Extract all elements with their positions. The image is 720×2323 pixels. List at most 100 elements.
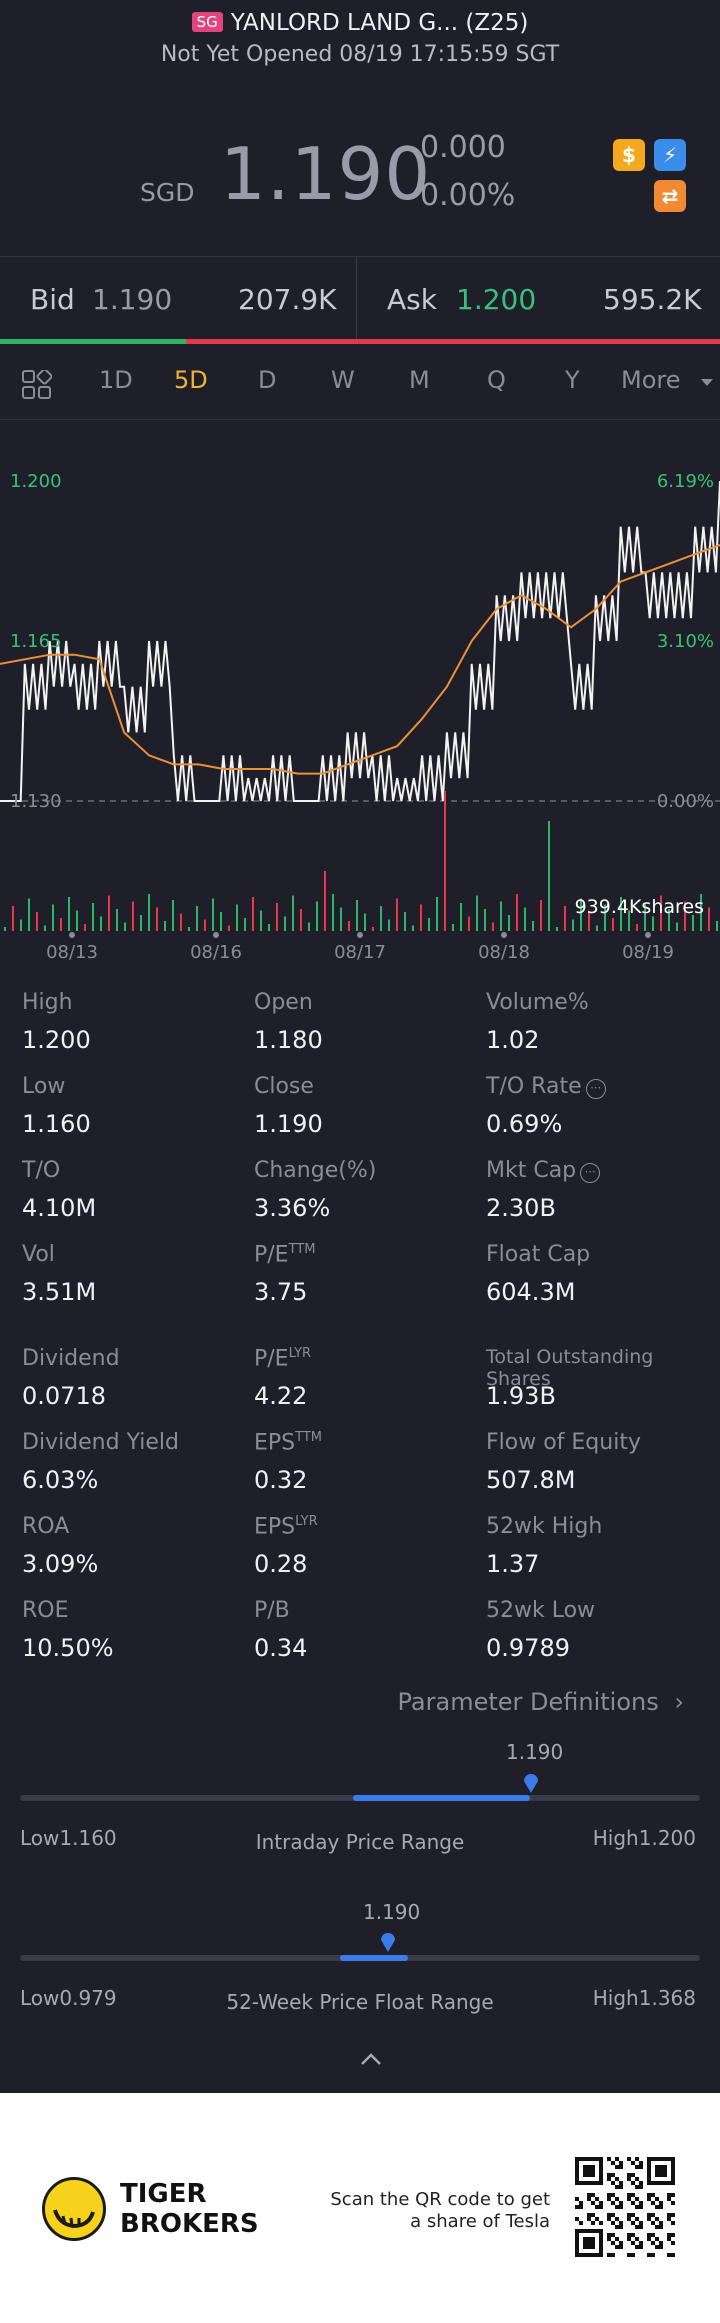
volume-bar — [492, 922, 494, 931]
qr-module — [659, 2225, 663, 2229]
stat-label: Flow of Equity — [486, 1430, 641, 1455]
qr-finder — [655, 2165, 667, 2177]
chevron-down-icon[interactable] — [700, 378, 714, 388]
qr-module — [615, 2157, 619, 2161]
qr-module — [627, 2173, 631, 2177]
qr-module — [627, 2193, 631, 2197]
stat-label: T/O Rate ⋯ — [486, 1074, 606, 1099]
volume-bar — [132, 901, 134, 931]
stat-label: Change(%) — [254, 1158, 377, 1183]
volume-label: 939.4Kshares — [575, 896, 704, 918]
quote-header: SG YANLORD LAND G... (Z25) Not Yet Opened… — [0, 0, 720, 255]
volume-bar — [212, 898, 214, 931]
price-chart[interactable]: 1.200 6.19% 1.165 3.10% 1.130 0.00% 939.4Kshar… — [0, 421, 720, 971]
tab-q[interactable]: Q — [487, 366, 506, 394]
avg-price-line — [0, 544, 720, 775]
tab-y[interactable]: Y — [565, 366, 580, 394]
qr-module — [667, 2217, 671, 2221]
qr-module — [599, 2221, 603, 2225]
qr-module — [655, 2237, 659, 2241]
stat-value: 2.30B — [486, 1194, 556, 1222]
tab-w[interactable]: W — [331, 366, 355, 394]
lightning-icon[interactable]: ⚡ — [654, 139, 686, 171]
parameter-definitions-label: Parameter Definitions — [397, 1688, 659, 1716]
swap-icon[interactable]: ⇄ — [654, 180, 686, 212]
volume-bar — [300, 909, 302, 931]
volume-bar — [204, 919, 206, 931]
qr-module — [615, 2177, 619, 2181]
volume-bar — [684, 901, 686, 931]
market-badge: SG — [191, 12, 223, 32]
stat-value: 0.69% — [486, 1110, 563, 1138]
qr-module — [671, 2241, 675, 2245]
volume-bar — [372, 927, 374, 931]
volume-bar — [468, 916, 470, 931]
dollar-icon[interactable]: $ — [613, 139, 645, 171]
qr-module — [651, 2233, 655, 2237]
stat-label: P/ETTM — [254, 1242, 316, 1268]
qr-module — [651, 2221, 655, 2225]
qr-module — [635, 2177, 639, 2181]
qr-module — [627, 2213, 631, 2217]
stat-label-sup: LYR — [295, 1514, 318, 1529]
scan-text: Scan the QR code to get a share of Tesla — [330, 2189, 550, 2232]
tab-d[interactable]: D — [258, 366, 277, 394]
qr-module — [659, 2201, 663, 2205]
qr-module — [615, 2185, 619, 2189]
qr-module — [651, 2213, 655, 2217]
qr-finder — [575, 2229, 603, 2233]
chevron-up-icon[interactable] — [360, 2052, 382, 2066]
stock-title[interactable]: SG YANLORD LAND G... (Z25) — [0, 10, 720, 36]
ask-label: Ask — [387, 283, 437, 316]
volume-bar — [660, 895, 662, 931]
volume-bar — [20, 919, 22, 931]
stat-value: 3.36% — [254, 1194, 331, 1222]
qr-module — [659, 2221, 663, 2225]
qr-finder — [647, 2157, 651, 2185]
qr-module — [631, 2221, 635, 2225]
qr-code[interactable] — [575, 2157, 675, 2257]
volume-bar — [652, 916, 654, 931]
qr-module — [659, 2245, 663, 2249]
qr-module — [671, 2201, 675, 2205]
qr-finder — [599, 2157, 603, 2185]
volume-bar — [164, 921, 166, 931]
stat-label: 52wk Low — [486, 1598, 596, 1623]
tab-m[interactable]: M — [409, 366, 430, 394]
qr-module — [619, 2205, 623, 2209]
qr-module — [647, 2197, 651, 2201]
qr-module — [591, 2221, 595, 2225]
qr-module — [579, 2205, 583, 2209]
volume-bar — [596, 925, 598, 931]
volume-bar — [588, 912, 590, 931]
volume-bar — [612, 918, 614, 931]
qr-module — [655, 2225, 659, 2229]
tab-1d[interactable]: 1D — [99, 366, 133, 394]
tab-more[interactable]: More — [621, 366, 681, 394]
week52-label: 52-Week Price Float Range — [226, 1990, 494, 2014]
qr-module — [671, 2193, 675, 2197]
volume-bar — [140, 915, 142, 931]
qr-module — [639, 2185, 643, 2189]
volume-bar — [436, 897, 438, 931]
volume-bar — [508, 915, 510, 931]
intraday-marker-icon — [524, 1774, 538, 1793]
volume-bar — [716, 921, 718, 931]
qr-module — [635, 2217, 639, 2221]
parameter-definitions-link[interactable]: Parameter Definitions › — [398, 1688, 684, 1716]
qr-module — [667, 2237, 671, 2241]
tab-5d[interactable]: 5D — [174, 366, 208, 394]
layout-grid-icon[interactable] — [22, 370, 52, 400]
qr-module — [651, 2193, 655, 2197]
qr-module — [627, 2177, 631, 2181]
qr-module — [619, 2245, 623, 2249]
volume-bar — [452, 924, 454, 931]
qr-module — [595, 2205, 599, 2209]
stat-label-sup: LYR — [288, 1346, 312, 1361]
qr-module — [599, 2201, 603, 2205]
info-icon[interactable]: ⋯ — [580, 1163, 601, 1183]
qr-module — [591, 2213, 595, 2217]
qr-module — [635, 2197, 639, 2201]
volume-bar — [404, 912, 406, 931]
info-icon[interactable]: ⋯ — [585, 1079, 606, 1099]
